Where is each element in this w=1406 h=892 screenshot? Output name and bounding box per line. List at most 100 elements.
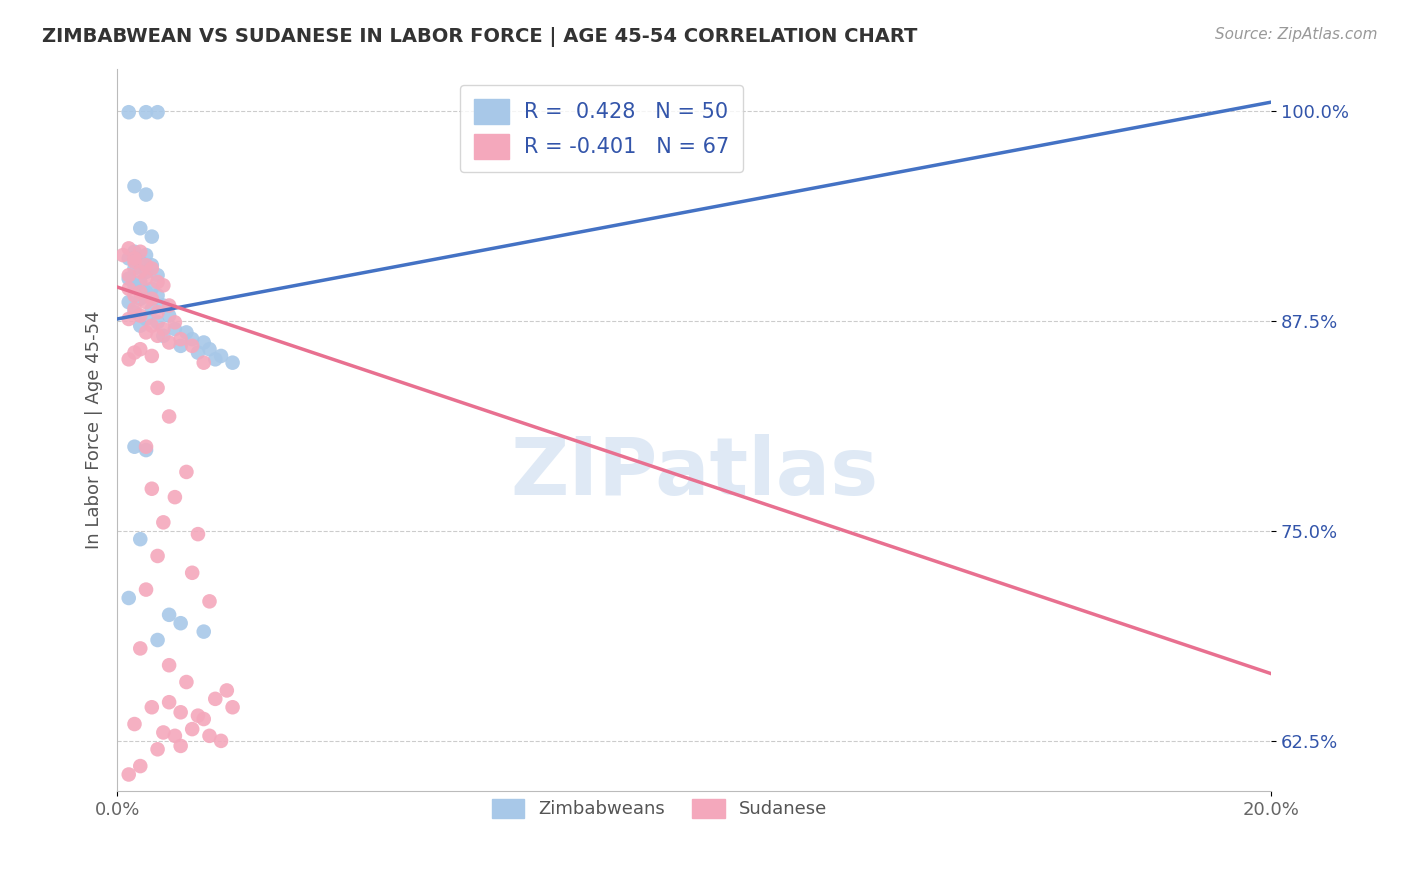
Point [157,409,180,424]
Point [124,301,146,316]
Point [181,722,204,736]
Point [135,265,157,279]
Point [129,641,152,656]
Text: Source: ZipAtlas.com: Source: ZipAtlas.com [1215,27,1378,42]
Point [169,339,191,353]
Point [124,252,146,266]
Point [118,105,141,120]
Point [135,312,157,326]
Point [169,706,191,720]
Point [129,275,152,289]
Point [124,345,146,359]
Point [118,591,141,605]
Point [141,482,163,496]
Point [124,440,146,454]
Point [129,265,152,279]
Point [141,318,163,333]
Point [198,729,221,743]
Point [169,332,191,346]
Point [146,381,169,395]
Point [146,328,169,343]
Point [129,244,152,259]
Point [129,759,152,773]
Point [141,229,163,244]
Point [146,275,169,289]
Point [163,322,186,336]
Point [181,332,204,346]
Point [129,532,152,546]
Point [118,282,141,296]
Point [187,345,209,359]
Point [169,739,191,753]
Point [141,292,163,306]
Point [193,356,215,370]
Point [135,443,157,458]
Point [118,271,141,285]
Point [129,309,152,323]
Point [124,179,146,194]
Point [135,285,157,299]
Point [141,349,163,363]
Y-axis label: In Labor Force | Age 45-54: In Labor Force | Age 45-54 [86,310,103,549]
Point [163,315,186,329]
Point [209,349,232,363]
Point [135,582,157,597]
Point [146,315,169,329]
Point [141,258,163,272]
Point [146,268,169,283]
Point [146,549,169,563]
Point [129,318,152,333]
Text: ZIPatlas: ZIPatlas [510,434,879,512]
Point [157,658,180,673]
Point [146,105,169,120]
Point [152,516,174,530]
Point [135,440,157,454]
Point [118,767,141,781]
Point [146,288,169,302]
Point [141,282,163,296]
Point [118,268,141,283]
Point [152,278,174,293]
Point [129,255,152,269]
Point [129,221,152,235]
Legend: Zimbabweans, Sudanese: Zimbabweans, Sudanese [484,792,835,826]
Point [157,607,180,622]
Point [157,309,180,323]
Text: ZIMBABWEAN VS SUDANESE IN LABOR FORCE | AGE 45-54 CORRELATION CHART: ZIMBABWEAN VS SUDANESE IN LABOR FORCE | … [42,27,918,46]
Point [187,708,209,723]
Point [141,261,163,276]
Point [124,278,146,293]
Point [135,105,157,120]
Point [135,258,157,272]
Point [152,328,174,343]
Point [163,490,186,504]
Point [124,244,146,259]
Point [152,725,174,739]
Point [176,326,198,340]
Point [146,305,169,319]
Point [209,734,232,748]
Point [124,288,146,302]
Point [193,712,215,726]
Point [176,465,198,479]
Point [221,700,243,714]
Point [215,683,238,698]
Point [221,356,243,370]
Point [198,594,221,608]
Point [129,292,152,306]
Point [204,352,226,367]
Point [124,717,146,731]
Point [157,335,180,350]
Point [124,255,146,269]
Point [163,729,186,743]
Point [152,322,174,336]
Point [135,271,157,285]
Point [176,675,198,690]
Point [129,343,152,357]
Point [193,335,215,350]
Point [146,633,169,648]
Point [118,312,141,326]
Point [204,691,226,706]
Point [135,248,157,262]
Point [124,305,146,319]
